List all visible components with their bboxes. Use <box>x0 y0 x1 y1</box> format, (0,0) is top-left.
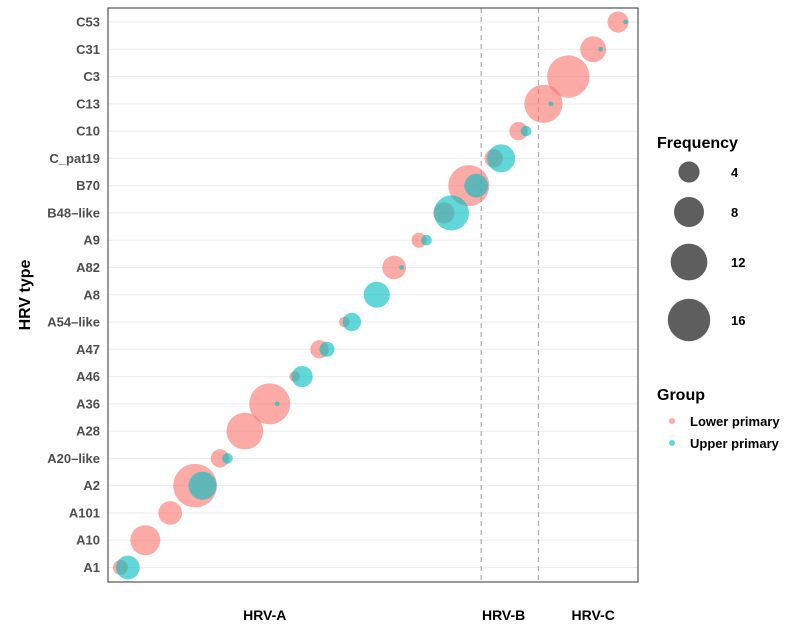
bubble-point <box>399 265 404 270</box>
bubble-point <box>210 449 230 468</box>
y-tick-label: A101 <box>69 505 100 520</box>
y-tick-label: C31 <box>76 42 100 57</box>
size-legend-title: Frequency <box>657 135 738 152</box>
color-legend-label: Lower primary <box>690 414 780 429</box>
bubble-point <box>363 281 390 308</box>
y-tick-label: B48–like <box>47 205 100 220</box>
bubble-point <box>222 453 233 464</box>
y-tick-label: A9 <box>83 233 100 248</box>
bubble-point <box>130 525 161 556</box>
color-legend-keys: Lower primary Upper primary <box>669 414 780 451</box>
color-legend-key <box>669 418 675 424</box>
size-legend-label: 12 <box>731 255 745 270</box>
bubble-point <box>249 383 291 425</box>
color-legend-title: Group <box>657 387 705 404</box>
y-tick-label: A36 <box>76 396 100 411</box>
gridlines <box>108 21 638 568</box>
bubble-point <box>548 101 554 107</box>
color-legend-key <box>669 440 675 446</box>
group-label: HRV-C <box>572 607 615 623</box>
y-axis-title: HRV type <box>17 259 34 330</box>
bubble-point <box>188 471 217 500</box>
bubble-point <box>382 255 407 280</box>
size-legend-keys: 4 8 12 16 <box>667 161 745 342</box>
group-label: HRV-B <box>482 607 525 623</box>
bubble-point <box>433 195 469 231</box>
plot-panel-border <box>107 7 639 583</box>
bubble-point <box>291 365 313 388</box>
y-tick-label: A47 <box>76 342 100 357</box>
y-tick-label: A54–like <box>47 315 100 330</box>
bubble-point <box>226 412 264 450</box>
size-legend-key <box>667 298 711 342</box>
size-legend-key <box>670 243 708 281</box>
bubble-point <box>509 121 528 141</box>
bubble-point <box>598 46 604 52</box>
y-tick-label: C10 <box>76 124 100 139</box>
y-tick-label: A10 <box>76 533 100 548</box>
y-tick-label: A46 <box>76 369 100 384</box>
size-legend-label: 4 <box>731 165 739 180</box>
bubble-point <box>116 555 140 580</box>
y-tick-label: A1 <box>83 560 100 575</box>
bubble-point <box>487 144 516 173</box>
group-labels: HRV-A HRV-B HRV-C <box>243 607 615 623</box>
y-tick-labels: A1 A10 A101 A2 A20–like A28 A36 A46 A47 A54–like A… <box>47 15 100 576</box>
color-legend-label: Upper primary <box>690 436 780 451</box>
bubble-point <box>547 55 590 98</box>
y-tick-label: C_pat19 <box>49 151 100 166</box>
bubble-point <box>520 125 532 137</box>
bubble-point <box>342 312 362 332</box>
bubble-point <box>274 401 280 407</box>
bubble-point <box>464 173 489 198</box>
size-legend-label: 8 <box>731 205 738 220</box>
y-tick-label: A28 <box>76 424 100 439</box>
y-tick-label: B70 <box>76 178 100 193</box>
group-label: HRV-A <box>243 607 286 623</box>
bubble-point <box>623 19 628 25</box>
bubble-point <box>158 501 183 525</box>
y-tick-label: C13 <box>76 96 100 111</box>
y-tick-label: A82 <box>76 260 100 275</box>
y-tick-label: A2 <box>83 478 100 493</box>
bubbles <box>112 11 629 580</box>
y-tick-label: A8 <box>83 287 100 302</box>
bubble-point <box>524 84 563 123</box>
size-legend-label: 16 <box>731 313 745 328</box>
y-tick-label: A20–like <box>47 451 100 466</box>
bubble-point <box>421 234 432 246</box>
bubble-point <box>319 341 335 357</box>
legend: Frequency 4 8 12 16 Group Lower primary Uppe… <box>657 135 780 451</box>
size-legend-key <box>678 161 700 183</box>
y-tick-label: C53 <box>76 15 100 30</box>
group-dividers <box>480 8 540 582</box>
bubble-point <box>607 11 629 33</box>
size-legend-key <box>674 197 704 227</box>
bubble-point <box>580 36 607 63</box>
y-tick-label: C3 <box>83 69 100 84</box>
